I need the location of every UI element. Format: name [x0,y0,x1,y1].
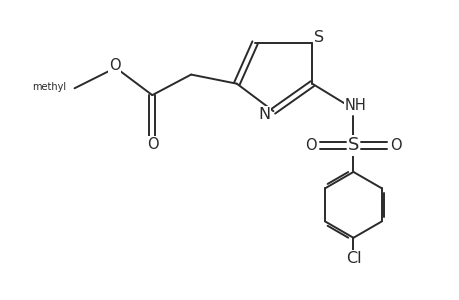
Text: N: N [257,107,270,122]
Text: O: O [389,138,401,153]
Text: O: O [304,138,316,153]
Text: NH: NH [344,98,365,113]
Text: methyl: methyl [32,82,66,92]
Text: O: O [147,136,159,152]
Text: O: O [109,58,120,74]
Text: S: S [313,30,324,45]
Text: S: S [347,136,358,154]
Text: Cl: Cl [345,251,360,266]
